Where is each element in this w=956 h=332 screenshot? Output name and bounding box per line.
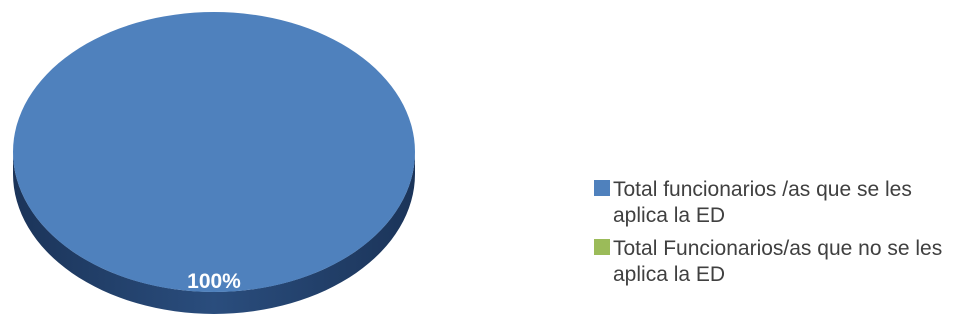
legend-swatch-1 [594, 180, 610, 196]
pie-slice-1 [13, 12, 415, 292]
pie-slices [13, 12, 415, 314]
legend-item-2: Total Funcionarios/as que no se les apli… [594, 236, 954, 288]
legend: Total funcionarios /as que se les aplica… [594, 177, 954, 295]
data-label-slice-1: 100% [187, 270, 241, 293]
pie-side [13, 152, 415, 314]
legend-swatch-2 [594, 239, 610, 255]
legend-label-2: Total Funcionarios/as que no se les apli… [613, 237, 943, 286]
legend-label-1: Total funcionarios /as que se les aplica… [613, 178, 912, 227]
legend-item-1: Total funcionarios /as que se les aplica… [594, 177, 954, 229]
